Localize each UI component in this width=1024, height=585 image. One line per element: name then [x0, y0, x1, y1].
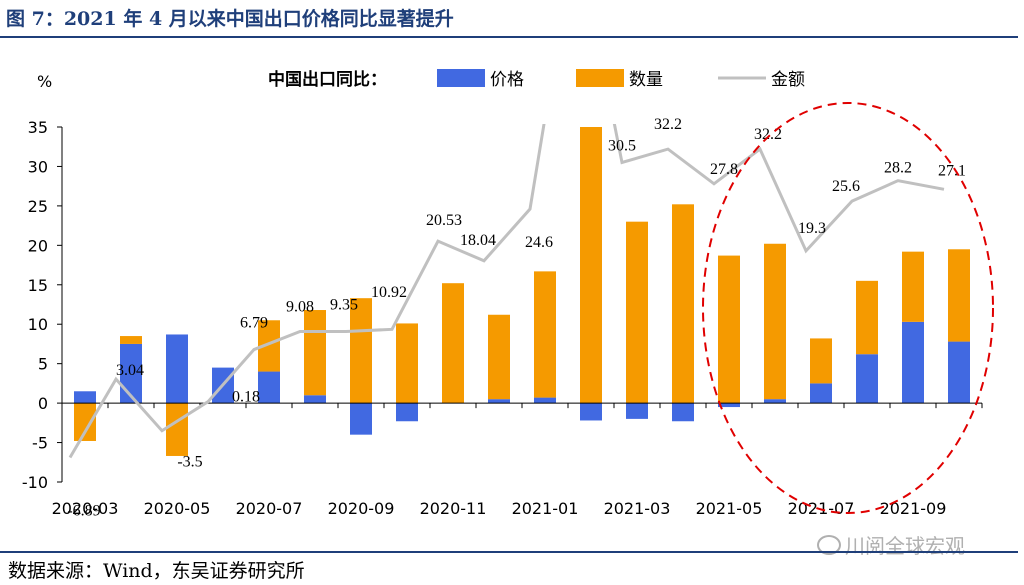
data-label: 24.6	[525, 234, 553, 251]
y-tick-label: 0	[38, 394, 48, 413]
bottom-rule	[0, 551, 1018, 553]
y-tick-label: -10	[22, 473, 48, 492]
legend-label-amount: 金额	[771, 70, 805, 90]
data-label: 30.5	[608, 138, 636, 155]
quantity-bar	[74, 403, 96, 441]
price-bar	[764, 399, 786, 404]
data-label: 6.79	[240, 315, 268, 332]
price-bar	[810, 383, 832, 404]
quantity-bar	[396, 323, 418, 404]
y-tick-label: -5	[32, 434, 48, 453]
highlight-ellipse	[702, 102, 994, 514]
price-bar	[350, 403, 372, 435]
quantity-bar	[304, 310, 326, 396]
data-label: 19.3	[798, 220, 826, 237]
data-label: 10.92	[371, 284, 407, 301]
watermark-text: 川阅全球宏观	[845, 534, 965, 558]
price-bar	[856, 354, 878, 404]
quantity-bar	[626, 221, 648, 404]
quantity-bar	[350, 298, 372, 404]
legend-label-quantity: 数量	[629, 70, 663, 90]
data-label: 32.2	[654, 116, 682, 133]
quantity-bar	[902, 251, 924, 322]
data-label: -6.89	[67, 502, 100, 519]
data-label: 0.18	[232, 389, 260, 406]
y-tick-label: 35	[28, 118, 48, 137]
quantity-bar	[120, 336, 142, 344]
price-bar	[396, 403, 418, 422]
data-label: 18.04	[460, 232, 496, 249]
y-unit-label: %	[37, 72, 52, 91]
figure-title: 图 7：2021 年 4 月以来中国出口价格同比显著提升	[6, 8, 454, 30]
quantity-bar	[166, 403, 188, 456]
quantity-bar	[718, 255, 740, 404]
price-bar	[534, 397, 556, 404]
quantity-bar	[764, 243, 786, 400]
x-tick-label: 2020-09	[328, 499, 395, 518]
price-bar	[902, 321, 924, 404]
price-bar	[948, 341, 970, 404]
price-bar	[74, 391, 96, 404]
x-tick-label: 2021-03	[604, 499, 671, 518]
price-bar	[672, 403, 694, 422]
y-tick-label: 15	[28, 276, 48, 295]
quantity-bar	[580, 127, 602, 404]
wechat-icon	[817, 535, 841, 555]
price-bar	[488, 399, 510, 404]
y-tick-label: 10	[28, 315, 48, 334]
x-tick-label: 2021-09	[880, 499, 947, 518]
amount-line	[68, 124, 945, 459]
x-tick-label: 2020-07	[236, 499, 303, 518]
data-label: -3.5	[177, 454, 202, 471]
data-label: 28.2	[884, 160, 912, 177]
quantity-bar	[534, 271, 556, 398]
price-bar	[258, 371, 280, 404]
x-tick-label: 2021-01	[512, 499, 579, 518]
x-tick-label: 2020-11	[420, 499, 487, 518]
legend-label-price: 价格	[490, 70, 524, 90]
legend-swatch-quantity	[576, 69, 624, 87]
top-rule	[0, 36, 1018, 38]
price-bar	[166, 334, 188, 404]
data-label: 9.08	[286, 298, 314, 315]
price-bar	[304, 395, 326, 404]
data-label: 27.8	[710, 161, 738, 178]
quantity-bar	[856, 280, 878, 355]
legend-title: 中国出口同比：	[268, 69, 387, 90]
watermark: 川阅全球宏观	[817, 530, 965, 559]
x-tick-label: 2020-03	[52, 499, 119, 518]
data-label: 27.1	[938, 162, 966, 179]
quantity-bar	[948, 249, 970, 342]
y-tick-label: 25	[28, 197, 48, 216]
data-label: 3.04	[116, 362, 144, 379]
data-label: 9.35	[330, 296, 358, 313]
quantity-bar	[488, 314, 510, 400]
x-tick-label: 2020-05	[144, 499, 211, 518]
quantity-bar	[810, 338, 832, 384]
y-tick-label: 30	[28, 157, 48, 176]
quantity-bar	[672, 204, 694, 404]
y-tick-label: 5	[38, 355, 48, 374]
x-tick-label: 2021-05	[696, 499, 763, 518]
price-bar	[626, 403, 648, 419]
quantity-bar	[258, 320, 280, 372]
data-label: 25.6	[832, 178, 860, 195]
legend-swatch-price	[437, 69, 485, 87]
y-tick-label: 20	[28, 236, 48, 255]
chart: -10 -5 0 5 10 15 20 25 30 35% -6.89 3.04 -3.5 0.18 6.7…	[22, 69, 994, 519]
quantity-bar	[442, 283, 464, 404]
source-note: 数据来源：Wind，东吴证券研究所	[8, 560, 305, 582]
price-bar	[580, 403, 602, 421]
price-bar	[718, 403, 740, 408]
data-label: 20.53	[426, 212, 462, 229]
